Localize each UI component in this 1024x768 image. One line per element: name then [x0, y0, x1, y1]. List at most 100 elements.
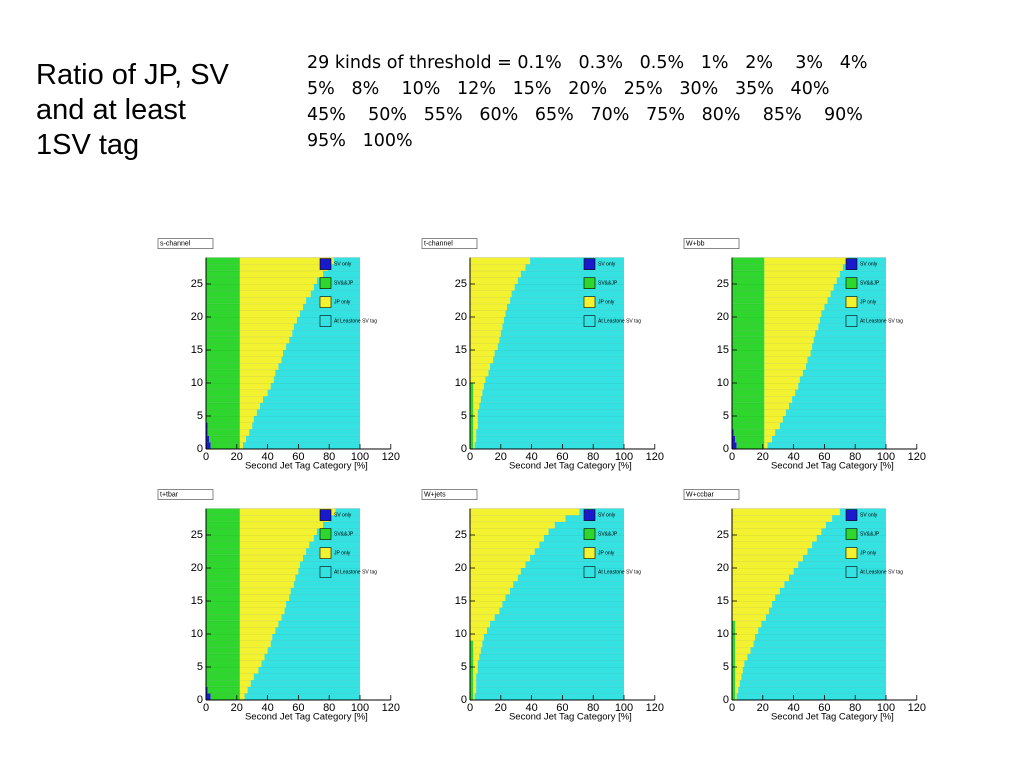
bar-segment	[812, 541, 886, 549]
bar-segment	[539, 541, 624, 549]
bar-segment	[802, 554, 886, 562]
chart-panel: 0 5 10 15 20 25 0 20 40 60 80 100 120 Second Jet Tag …	[683, 238, 926, 472]
bar-segment	[270, 640, 360, 648]
legend-swatch	[319, 547, 332, 559]
bar-segment	[210, 693, 240, 700]
bar-segment	[239, 270, 324, 278]
bar-segment	[293, 323, 360, 331]
bar-segment	[732, 634, 736, 641]
bar-segment	[292, 330, 360, 337]
bar-segment	[246, 435, 360, 443]
bar-segment	[470, 270, 521, 278]
legend-swatch	[845, 547, 858, 559]
bar-segment	[239, 330, 293, 337]
bar-segment	[732, 277, 765, 284]
bar-segment	[732, 660, 736, 667]
bar-segment	[579, 508, 624, 516]
bar-segment	[299, 561, 360, 568]
y-tick-label: 10	[455, 628, 467, 640]
bar-segment	[239, 521, 324, 529]
bar-segment	[239, 594, 290, 601]
bar-segment	[206, 594, 240, 601]
bar-segment	[847, 257, 886, 265]
bar-segment	[735, 693, 737, 700]
bar-segment	[494, 350, 624, 357]
bar-segment	[735, 667, 743, 674]
chart-title: W+ccbar	[686, 491, 714, 498]
bar-segment	[815, 330, 886, 337]
bar-segment	[286, 601, 360, 608]
bar-segment	[239, 383, 271, 390]
x-tick-label: 120	[382, 451, 400, 463]
legend-label: SV&&JP	[334, 280, 354, 286]
y-tick-label: 10	[191, 628, 203, 640]
bar-segment	[525, 264, 624, 271]
threshold-note: 29 kinds of threshold = 0.1% 0.3% 0.5% 1…	[307, 50, 867, 154]
legend-label: SV only	[334, 261, 352, 267]
bar-segment	[470, 660, 474, 667]
bar-segment	[732, 640, 736, 648]
x-tick-label: 80	[849, 451, 861, 463]
y-tick-label: 15	[191, 344, 203, 356]
bar-segment	[755, 634, 886, 641]
bar-segment	[206, 402, 240, 410]
legend-label: At Leastone SV tag	[334, 318, 377, 324]
bar-segment	[520, 568, 624, 575]
bar-segment	[477, 667, 624, 674]
bar-segment	[735, 653, 748, 661]
bar-segment	[470, 620, 491, 628]
bar-segment	[732, 627, 736, 634]
bar-segment	[470, 614, 495, 621]
x-tick-label: 40	[525, 702, 537, 714]
bar-segment	[779, 422, 886, 430]
y-tick-label: 0	[461, 443, 467, 455]
bar-segment	[788, 402, 886, 410]
bar-segment	[293, 581, 360, 588]
bar-segment	[313, 284, 360, 291]
bar-segment	[470, 528, 549, 535]
bar-segment	[473, 409, 478, 416]
bar-segment	[470, 416, 474, 423]
x-tick-label: 60	[556, 702, 568, 714]
bar-segment	[270, 383, 360, 390]
bar-segment	[502, 601, 624, 608]
bar-segment	[470, 680, 474, 687]
bar-segment	[281, 356, 360, 364]
chart-title: W+jets	[424, 491, 446, 498]
bar-segment	[470, 376, 486, 383]
bar-segment	[764, 297, 828, 304]
bar-segment	[764, 330, 816, 337]
chart-panel: 0 5 10 15 20 25 0 20 40 60 80 100 120 Second Jet Tag …	[157, 489, 400, 723]
bar-segment	[239, 541, 310, 549]
bar-segment	[493, 356, 624, 364]
bar-segment	[206, 369, 240, 377]
bar-segment	[732, 601, 773, 608]
bar-segment	[206, 416, 240, 423]
bar-segment	[239, 389, 268, 397]
legend-label: JP only	[860, 299, 877, 305]
bar-segment	[732, 369, 765, 377]
bar-segment	[765, 614, 886, 621]
bar-segment	[525, 561, 624, 568]
bar-segment	[206, 343, 240, 350]
bar-segment	[798, 561, 886, 568]
bar-segment	[239, 343, 287, 350]
bar-segment	[839, 508, 886, 516]
bar-segment	[239, 667, 259, 674]
legend-swatch	[583, 258, 596, 270]
bar-segment	[239, 614, 282, 621]
x-tick-label: 100	[351, 451, 369, 463]
bar-segment	[267, 389, 360, 397]
bar-segment	[207, 429, 240, 436]
chart-title-box	[157, 238, 214, 249]
bar-segment	[502, 323, 624, 331]
legend-label: At Leastone SV tag	[598, 569, 641, 575]
bar-segment	[732, 297, 765, 304]
bar-segment	[250, 680, 360, 687]
title-line: Ratio of JP, SV	[36, 59, 229, 91]
x-tick-label: 120	[646, 702, 664, 714]
bar-segment	[206, 587, 240, 595]
bar-segment	[239, 442, 243, 449]
x-tick-label: 100	[351, 702, 369, 714]
